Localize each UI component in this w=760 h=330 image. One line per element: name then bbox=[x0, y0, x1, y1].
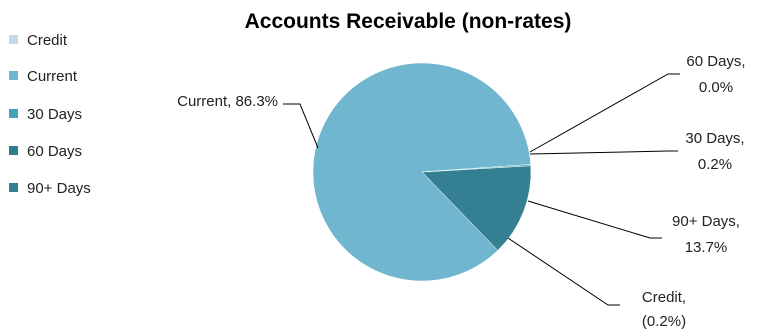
legend-swatch-current bbox=[9, 71, 18, 80]
data-label-30-days-name: 30 Days, bbox=[685, 130, 744, 147]
leader-line-60-days bbox=[529, 73, 680, 153]
leader-line-30-days bbox=[529, 150, 678, 155]
legend-label-60-days: 60 Days bbox=[27, 143, 82, 160]
pie-slice-30-days bbox=[421, 164, 532, 173]
data-label-current: Current, 86.3% bbox=[177, 93, 278, 110]
data-label-credit-value: (0.2%) bbox=[642, 313, 686, 330]
legend-swatch-30-days bbox=[9, 109, 18, 118]
leader-line-current bbox=[283, 103, 319, 149]
leader-line-credit bbox=[507, 237, 620, 306]
legend-label-30-days: 30 Days bbox=[27, 106, 82, 123]
legend-label-90-days: 90+ Days bbox=[27, 180, 91, 197]
legend-swatch-credit bbox=[9, 35, 18, 44]
data-label-90-days-name: 90+ Days, bbox=[672, 213, 740, 230]
pie-slice-90-days bbox=[421, 165, 532, 251]
legend: Credit Current 30 Days 60 Days 90+ Days bbox=[9, 32, 91, 197]
data-label-credit-name: Credit, bbox=[642, 289, 686, 306]
pie-slices bbox=[312, 62, 532, 282]
legend-swatch-60-days bbox=[9, 146, 18, 155]
data-label-60-days-name: 60 Days, bbox=[686, 53, 745, 70]
data-label-60-days-value: 0.0% bbox=[699, 79, 733, 96]
legend-label-credit: Credit bbox=[27, 32, 68, 49]
leader-line-90-days bbox=[527, 200, 662, 239]
legend-label-current: Current bbox=[27, 68, 78, 85]
data-label-90-days-value: 13.7% bbox=[685, 239, 728, 256]
legend-swatch-90-days bbox=[9, 183, 18, 192]
chart-title: Accounts Receivable (non-rates) bbox=[245, 10, 572, 33]
data-label-30-days-value: 0.2% bbox=[698, 156, 732, 173]
